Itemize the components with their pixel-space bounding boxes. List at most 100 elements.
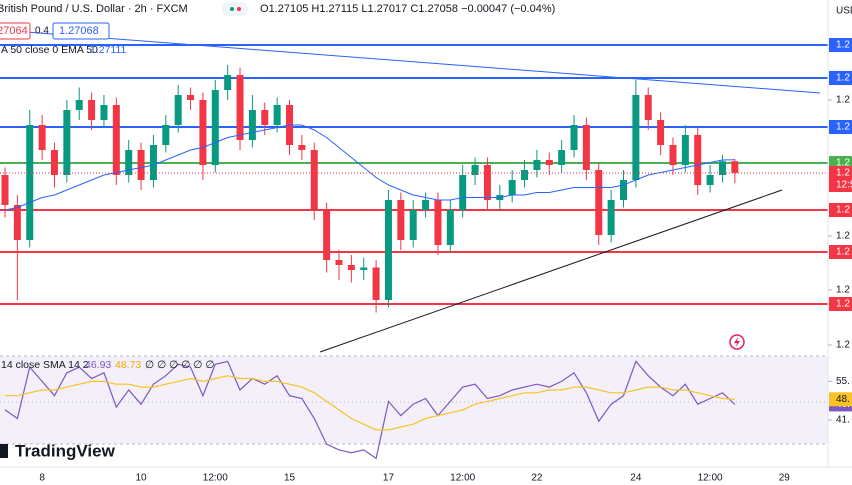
rsi-placeholders: ∅ ∅ ∅ ∅ ∅ ∅	[145, 359, 214, 371]
y-tick-label: 1.2	[836, 231, 850, 242]
ohlc-value: 1.27105	[269, 3, 309, 15]
candle-body	[595, 170, 603, 235]
level-badge	[829, 245, 852, 259]
level-badge	[829, 120, 852, 134]
candle-body	[558, 150, 566, 165]
candle-body	[360, 267, 368, 270]
candle-body	[570, 125, 578, 150]
level-label: 1.2	[836, 247, 850, 258]
alert-bolt	[734, 337, 740, 347]
alert-icon[interactable]	[729, 334, 745, 350]
candle-body	[446, 210, 454, 245]
candle-body	[731, 161, 739, 173]
candle-body	[1, 175, 9, 205]
rsi-value: 46.93	[85, 359, 111, 371]
candle-body	[211, 90, 219, 165]
ema-legend: A 50 close 0 EMA 50	[1, 44, 98, 56]
level-badge	[829, 297, 852, 311]
candle-body	[38, 125, 46, 150]
level-label: 1.2	[836, 122, 850, 133]
candle-body	[508, 180, 516, 195]
candle-body	[397, 200, 405, 240]
candle-body	[100, 105, 108, 120]
rsi-tick-label: 55.	[836, 376, 850, 387]
rsi-line	[4, 360, 736, 460]
candle-body	[335, 260, 343, 265]
change-pct: (−0.04%)	[510, 3, 555, 15]
candle-body	[13, 205, 21, 240]
candle-body	[459, 175, 467, 210]
ask-box[interactable]	[52, 22, 110, 40]
candle-body	[718, 161, 726, 175]
logo: TradingView	[0, 441, 116, 460]
candle-body	[669, 145, 677, 165]
candle-body	[199, 100, 207, 165]
candle-body	[471, 165, 479, 175]
ema-value: 1.27111	[90, 44, 127, 56]
candle-body	[174, 95, 182, 125]
x-tick-label: 17	[383, 473, 395, 484]
x-tick-label: 12:00	[203, 473, 228, 484]
toggle[interactable]	[222, 2, 248, 16]
candle-body	[149, 145, 157, 180]
candle-body	[483, 165, 491, 200]
x-tick-label: 24	[630, 473, 642, 484]
last-price-badge	[829, 166, 852, 192]
rsi-badge	[829, 392, 852, 407]
toggle-dot	[230, 7, 234, 11]
candle-body	[422, 200, 430, 210]
candle-body	[310, 150, 318, 210]
x-tick-label: 8	[39, 473, 45, 484]
symbol-title: British Pound / U.S. Dollar · 2h · FXCM	[0, 3, 188, 15]
rsi-badge-label: 48.	[836, 394, 850, 405]
x-tick-label: 10	[136, 473, 148, 484]
countdown: 12:5	[836, 180, 852, 191]
candle-body	[521, 170, 529, 180]
candle-body	[125, 150, 133, 175]
ohlc-letter: O	[260, 3, 269, 15]
bid: 1.27064	[0, 25, 28, 37]
y-tick-label: 1.2	[836, 95, 850, 106]
candle-body	[644, 95, 652, 120]
candle-body	[582, 125, 590, 170]
candle-body	[26, 125, 34, 240]
level-badge	[829, 71, 852, 85]
level-badge	[829, 203, 852, 217]
candle-body	[323, 210, 331, 260]
candle-body	[533, 160, 541, 170]
last-price-label: 1.2	[836, 168, 850, 179]
candle-body	[694, 135, 702, 185]
candle-body	[347, 265, 355, 270]
candle-body	[137, 150, 145, 180]
candle-body	[112, 105, 120, 175]
y-tick-label: 1.2	[836, 285, 850, 296]
change: −0.00047	[461, 3, 507, 15]
level-label: 1.2	[836, 73, 850, 84]
candle-body	[261, 110, 269, 125]
ohlc-letter: H	[311, 3, 319, 15]
level-label: 1.2	[836, 299, 850, 310]
candle-body	[657, 120, 665, 145]
ask: 1.27068	[59, 25, 99, 37]
x-tick-label: 29	[779, 473, 791, 484]
bid-box[interactable]	[0, 22, 31, 40]
candle-body	[434, 200, 442, 245]
x-tick-label: 12:00	[698, 473, 723, 484]
x-tick-label: 22	[531, 473, 543, 484]
ohlc-legend: O1.27105 H1.27115 L1.27017 C1.27058 −0.0…	[260, 3, 555, 15]
candle-body	[298, 145, 306, 150]
level-label: 1.2	[836, 40, 850, 51]
trend-line	[0, 29, 821, 94]
level-label: 1.2	[836, 205, 850, 216]
candle-body	[620, 180, 627, 200]
ohlc-letter: L	[361, 3, 367, 15]
rsi-tick-label: 41.	[836, 415, 850, 426]
candle-body	[248, 110, 256, 140]
candle-body	[236, 75, 244, 140]
candle-body	[681, 135, 689, 165]
rsi-legend: 14 close SMA 14 2	[1, 359, 89, 371]
candle-body	[607, 200, 615, 235]
ohlc-value: 1.27115	[319, 3, 358, 15]
level-badge	[829, 38, 852, 52]
